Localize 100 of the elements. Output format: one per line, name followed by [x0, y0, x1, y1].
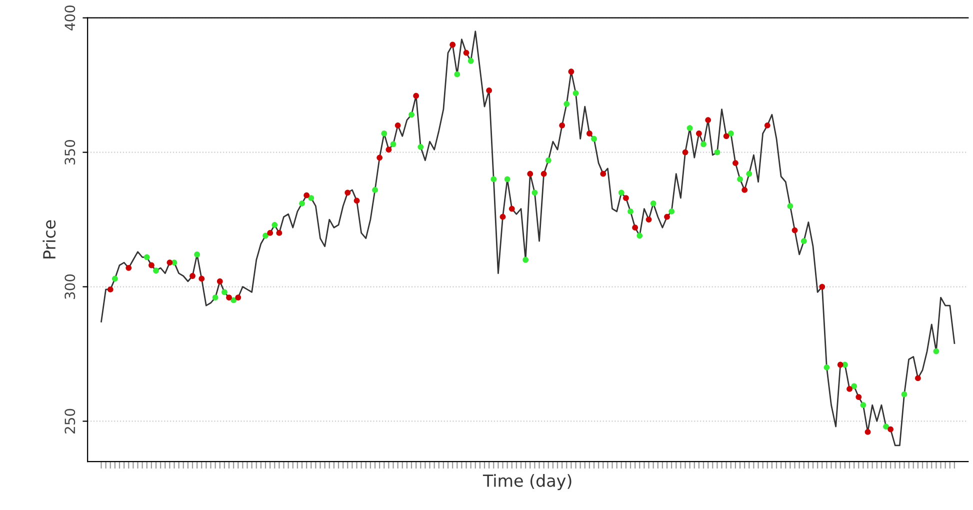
point [824, 364, 830, 370]
point [618, 190, 624, 196]
point [915, 375, 921, 382]
point [194, 252, 200, 258]
point [235, 294, 242, 300]
point [860, 402, 866, 408]
point [746, 170, 752, 177]
point [568, 68, 574, 75]
point [381, 130, 388, 136]
point [198, 276, 205, 282]
point [107, 286, 114, 292]
point [216, 278, 223, 284]
point [888, 426, 894, 432]
point [490, 176, 497, 182]
point [632, 224, 638, 231]
point [846, 386, 852, 392]
point [668, 208, 675, 214]
point [636, 232, 643, 239]
y-tick-label: 350 [64, 140, 76, 164]
point [787, 203, 794, 210]
point [628, 208, 634, 214]
point [572, 90, 579, 96]
point [354, 198, 360, 204]
point [230, 297, 237, 304]
point [226, 294, 232, 300]
y-tick-label: 300 [64, 274, 76, 299]
point [308, 195, 314, 201]
point [372, 187, 378, 193]
point [148, 262, 154, 268]
point [394, 122, 401, 128]
point [564, 100, 570, 107]
point [390, 141, 396, 148]
y-tick-label: 250 [64, 408, 76, 434]
point [723, 133, 730, 140]
point [190, 273, 196, 279]
point [299, 200, 305, 206]
point [527, 170, 534, 177]
point [468, 58, 474, 64]
point [856, 394, 862, 400]
point [418, 144, 424, 150]
point [864, 429, 871, 435]
point [500, 214, 506, 220]
point [933, 348, 940, 354]
point [532, 190, 538, 196]
point [540, 170, 547, 177]
point [144, 254, 150, 260]
y-tick-label: 400 [64, 6, 76, 30]
point [522, 256, 529, 263]
point [508, 206, 515, 212]
point [705, 117, 712, 123]
point [586, 130, 592, 136]
point [646, 216, 652, 222]
point [267, 230, 274, 236]
line-series [100, 30, 956, 446]
point [714, 149, 720, 156]
point [304, 192, 310, 198]
point [737, 176, 743, 182]
point [764, 122, 770, 128]
point [901, 391, 908, 398]
y-axis-title: Price [42, 220, 56, 258]
point [686, 125, 693, 132]
point [463, 50, 470, 56]
point [276, 230, 282, 236]
point [742, 187, 748, 193]
point [408, 112, 414, 118]
point [559, 122, 566, 128]
point [454, 71, 460, 78]
point [682, 149, 688, 156]
point [600, 170, 606, 177]
point [851, 383, 858, 390]
point [591, 136, 597, 142]
point [166, 260, 173, 266]
point [112, 276, 118, 282]
point [153, 268, 159, 274]
point [883, 424, 889, 430]
point [272, 222, 278, 228]
point [413, 92, 420, 99]
point [486, 88, 492, 94]
point [623, 195, 629, 201]
point [700, 141, 706, 148]
point [504, 176, 510, 182]
point [837, 362, 844, 368]
point [650, 200, 656, 206]
point [212, 294, 218, 300]
point [126, 264, 132, 271]
point [386, 146, 392, 153]
point [545, 157, 552, 164]
point [376, 154, 383, 161]
point [222, 289, 228, 296]
point [344, 190, 351, 196]
point [262, 232, 268, 239]
point [450, 42, 456, 48]
x-axis-title: Time (day) [482, 474, 572, 490]
point [732, 160, 738, 166]
point [792, 227, 798, 234]
point [728, 130, 734, 136]
point [664, 214, 670, 220]
point [696, 130, 702, 136]
point [800, 238, 807, 244]
point [819, 284, 826, 290]
